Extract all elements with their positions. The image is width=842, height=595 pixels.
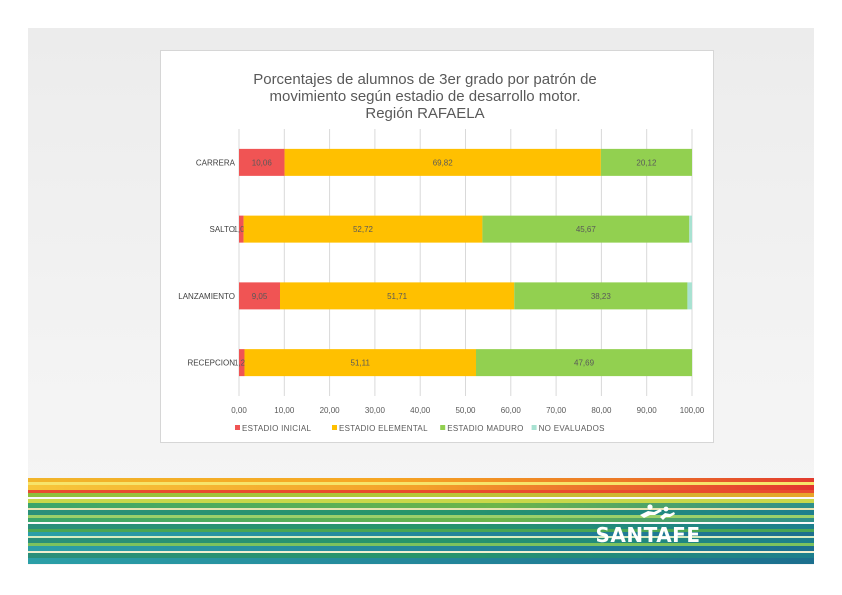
data-label: 51,11 xyxy=(351,359,371,368)
bar-carrera-estadio-inicial xyxy=(239,148,285,176)
bar-lanzamiento-estadio-maduro xyxy=(514,282,688,310)
data-label: 1,01 xyxy=(233,225,249,234)
bar-salto-estadio-maduro xyxy=(482,215,690,243)
x-tick-label: 30,00 xyxy=(365,406,386,415)
legend-swatch-no-evaluados xyxy=(531,425,537,430)
data-label: 10,06 xyxy=(252,158,273,167)
chart-title-line: Región RAFAELA xyxy=(365,105,484,122)
x-tick-label: 0,00 xyxy=(231,406,247,415)
bar-salto-estadio-inicial xyxy=(239,215,244,243)
data-label: 52,72 xyxy=(353,225,374,234)
bar-recepcion-estadio-elemental xyxy=(244,349,477,377)
x-tick-label: 50,00 xyxy=(455,406,476,415)
category-label-salto: SALTO xyxy=(210,225,236,234)
data-label: 9,05 xyxy=(252,292,268,301)
bar-lanzamiento-no-evaluados xyxy=(687,282,692,310)
chart-title-line: Porcentajes de alumnos de 3er grado por … xyxy=(253,71,597,88)
legend-label-estadio-inicial: ESTADIO INICIAL xyxy=(242,424,312,433)
x-tick-label: 20,00 xyxy=(320,406,341,415)
bar-carrera-estadio-elemental xyxy=(284,148,601,176)
x-tick-label: 80,00 xyxy=(591,406,612,415)
bar-lanzamiento-estadio-elemental xyxy=(279,282,515,310)
decorative-stripes xyxy=(28,478,814,564)
x-tick-label: 40,00 xyxy=(410,406,431,415)
category-label-carrera: CARRERA xyxy=(196,158,236,167)
santafe-logo: SANTAFE xyxy=(588,503,708,551)
data-label: 38,23 xyxy=(591,292,612,301)
chart-title-line: movimiento según estadio de desarrollo m… xyxy=(269,88,580,105)
bar-salto-no-evaluados xyxy=(689,215,692,243)
bar-recepcion-estadio-maduro xyxy=(476,349,693,377)
data-label: 1,21 xyxy=(234,359,250,368)
legend-label-no-evaluados: NO EVALUADOS xyxy=(539,424,605,433)
data-label: 20,12 xyxy=(636,158,657,167)
x-tick-label: 70,00 xyxy=(546,406,567,415)
legend-swatch-estadio-maduro xyxy=(440,425,446,430)
logo-figures-icon xyxy=(640,504,675,520)
category-label-recepcion: RECEPCION xyxy=(187,359,235,368)
category-label-lanzamiento: LANZAMIENTO xyxy=(178,292,235,301)
x-tick-label: 90,00 xyxy=(637,406,658,415)
data-label: 51,71 xyxy=(387,292,408,301)
bar-recepcion-estadio-inicial xyxy=(239,349,245,377)
bar-carrera-estadio-maduro xyxy=(600,148,692,176)
chart-container: Porcentajes de alumnos de 3er grado por … xyxy=(160,50,714,443)
data-label: 45,67 xyxy=(576,225,597,234)
legend-swatch-estadio-elemental xyxy=(332,425,337,430)
legend-label-estadio-maduro: ESTADIO MADURO xyxy=(447,424,524,433)
chart-svg: Porcentajes de alumnos de 3er grado por … xyxy=(178,71,705,433)
legend-label-estadio-elemental: ESTADIO ELEMENTAL xyxy=(339,424,428,433)
x-tick-label: 100,00 xyxy=(680,406,705,415)
bar-salto-estadio-elemental xyxy=(243,215,483,243)
data-label: 47,69 xyxy=(574,359,595,368)
x-tick-label: 60,00 xyxy=(501,406,522,415)
data-label: 69,82 xyxy=(433,158,454,167)
bar-lanzamiento-estadio-inicial xyxy=(239,282,280,310)
legend-swatch-estadio-inicial xyxy=(235,425,240,430)
brand-name: SANTAFE xyxy=(595,523,701,547)
x-tick-label: 10,00 xyxy=(274,406,295,415)
